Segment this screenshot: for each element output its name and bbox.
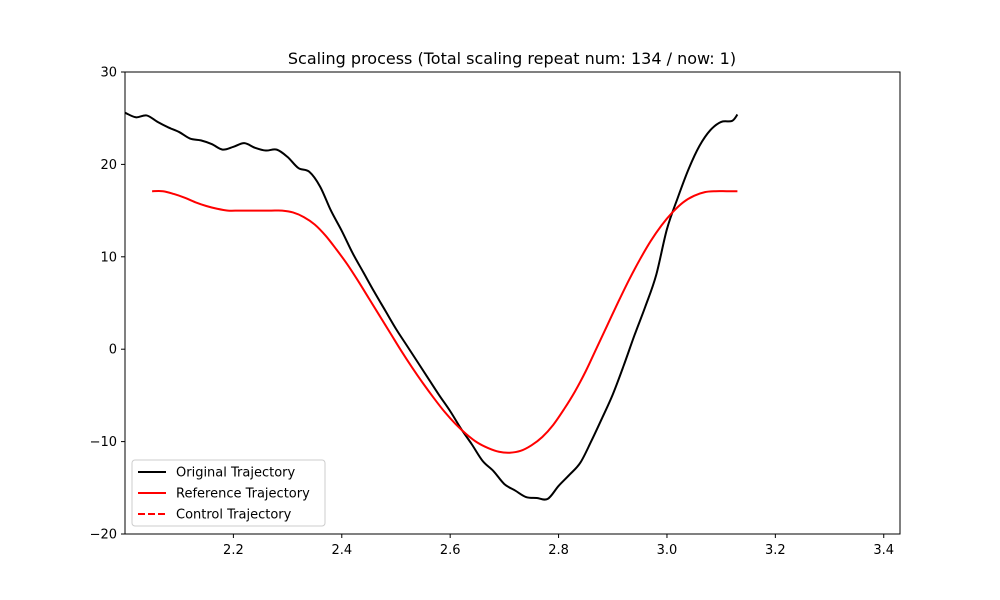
y-tick-label: −20 xyxy=(90,528,117,543)
plot-area xyxy=(124,111,739,501)
x-tick-label: 2.4 xyxy=(331,543,352,558)
legend-label: Control Trajectory xyxy=(176,508,292,523)
x-tick-label: 2.8 xyxy=(548,543,569,558)
y-tick-label: 20 xyxy=(100,158,117,173)
x-tick-label: 3.4 xyxy=(873,543,894,558)
axes-ticks: 2.2 2.4 2.6 2.8 3.0 3.2 3.4 −20 −10 0 10 20 30 xyxy=(90,66,895,559)
series-line-reference-trajectory xyxy=(152,189,738,454)
x-tick-label: 2.6 xyxy=(440,543,461,558)
y-tick-label: 0 xyxy=(109,343,117,358)
series-line-original-trajectory xyxy=(124,111,739,501)
x-tick-label: 3.2 xyxy=(765,543,786,558)
legend-label: Original Trajectory xyxy=(176,466,295,481)
y-tick-label: 10 xyxy=(100,250,117,265)
legend-label: Reference Trajectory xyxy=(176,487,310,502)
legend-box xyxy=(131,459,326,527)
x-tick-label: 2.2 xyxy=(223,543,244,558)
x-tick-label: 3.0 xyxy=(657,543,678,558)
y-tick-label: −10 xyxy=(90,435,117,450)
plot-frame xyxy=(124,71,901,535)
y-tick-label: 30 xyxy=(100,66,117,81)
legend: Original Trajectory Reference Trajectory C… xyxy=(131,459,326,527)
chart-title: Scaling process (Total scaling repeat nu… xyxy=(288,49,736,68)
